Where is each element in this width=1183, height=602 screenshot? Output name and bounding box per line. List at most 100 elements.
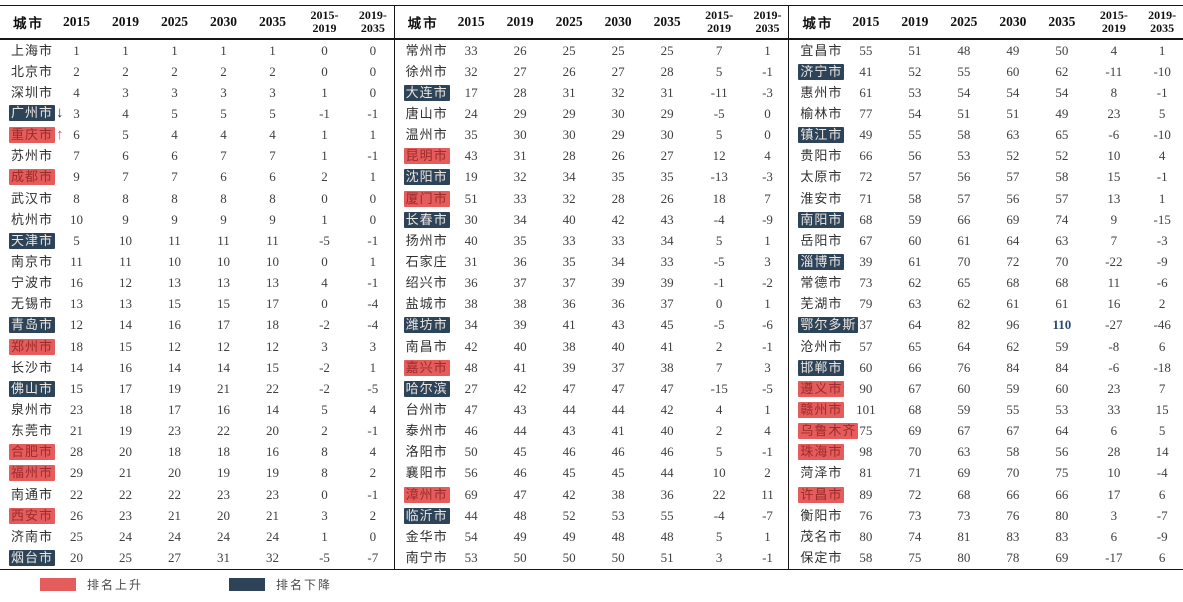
rank-value: 23 — [266, 486, 279, 502]
city-name: 嘉兴市 — [403, 359, 450, 376]
city-cell: 徐州市 — [395, 64, 447, 80]
rank-value: 8 — [269, 190, 276, 206]
rank-value: 35 — [611, 169, 625, 185]
rank-value: 11 — [761, 486, 774, 502]
rank-value: -46 — [1153, 317, 1171, 333]
rank-value: 1 — [1158, 42, 1166, 58]
rank-value: 22 — [119, 486, 132, 502]
rank-value: 22 — [70, 486, 83, 502]
rank-value: 58 — [908, 190, 922, 206]
rank-value: 43 — [611, 317, 625, 333]
city-cell: 济宁市 — [789, 63, 845, 80]
table-row: 重庆市 ↑ 6 5 4 4 4 1 1 — [0, 125, 394, 146]
column-header-city: 城市 — [407, 16, 439, 31]
rank-value: 51 — [464, 190, 478, 206]
rank-value: 15 — [70, 380, 83, 396]
city-name: 盐城市 — [405, 296, 448, 312]
rank-value: 0 — [715, 296, 723, 312]
city-cell: 淄博市 — [789, 253, 845, 270]
column-header-city: 城市 — [802, 16, 834, 31]
rank-value: 11 — [217, 232, 230, 248]
city-name: 济南市 — [11, 528, 54, 544]
rank-value: 9 — [122, 211, 129, 227]
rank-value: 59 — [1006, 380, 1020, 396]
city-cell: 保定市 — [789, 550, 841, 566]
rank-value: 5 — [715, 528, 723, 544]
rank-value: 3 — [220, 84, 227, 100]
city-cell: 宁波市 — [0, 275, 52, 291]
city-cell: 长沙市 — [0, 360, 52, 376]
rank-value: 13 — [119, 296, 132, 312]
rank-value: 25 — [70, 528, 83, 544]
rank-value: 10 — [168, 253, 181, 269]
table-row: 常州市 33 26 25 25 25 7 1 — [395, 40, 789, 61]
rank-value: 28 — [70, 444, 83, 460]
rank-value: 11 — [266, 232, 279, 248]
rank-value: 0 — [764, 105, 771, 121]
city-name: 武汉市 — [11, 190, 54, 206]
table-row: 昆明市 43 31 28 26 27 12 4 — [395, 146, 789, 167]
city-cell: 茂名市 — [789, 529, 841, 545]
rank-value: 70 — [1055, 253, 1069, 269]
column-header: 2015- 2019 — [1099, 7, 1128, 35]
rank-value: 17 — [168, 401, 181, 417]
column-header: 2019- 2035 — [358, 7, 387, 35]
rank-value: 44 — [611, 401, 625, 417]
rank-value: 29 — [611, 127, 625, 143]
rank-value: 20 — [70, 549, 83, 565]
table-row: 烟台市 20 25 27 31 32 -5 -7 — [0, 547, 394, 568]
rank-value: 50 — [611, 549, 625, 565]
rank-value: 23 — [119, 507, 132, 523]
rank-value: 67 — [1006, 423, 1020, 439]
rank-value: 36 — [660, 486, 674, 502]
rank-value: 8 — [171, 190, 178, 206]
rank-value: 18 — [712, 190, 726, 206]
rank-value: -6 — [1108, 127, 1120, 143]
rank-value: 68 — [1055, 275, 1069, 291]
table-row: 天津市 5 10 11 11 11 -5 -1 — [0, 230, 394, 251]
rank-value: -9 — [762, 211, 773, 227]
rank-value: 62 — [1055, 63, 1069, 79]
city-cell: 惠州市 — [789, 85, 841, 101]
rank-value: 4 — [764, 148, 771, 164]
rank-value: 1 — [1158, 190, 1166, 206]
rank-value: 39 — [513, 317, 527, 333]
city-name: 芜湖市 — [800, 296, 843, 312]
rank-value: 59 — [1055, 338, 1069, 354]
rank-value: 46 — [660, 444, 674, 460]
rank-value: 42 — [660, 401, 674, 417]
city-cell: 南通市 — [0, 487, 52, 503]
city-cell: 衡阳市 — [789, 508, 841, 524]
rank-value: 0 — [369, 211, 377, 227]
city-cell: 临沂市 — [395, 507, 450, 524]
city-cell: 许昌市 — [789, 486, 845, 503]
rank-value: -11 — [1105, 63, 1123, 79]
rank-value: -1 — [367, 486, 379, 502]
rank-value: 65 — [908, 338, 922, 354]
rank-value: 4 — [1158, 148, 1166, 164]
city-cell: 济南市 — [0, 529, 52, 545]
rank-down-arrow-icon: ↓ — [56, 105, 64, 122]
table-panel-2: 城市 2015 2019 2025 2030 2035 2015- 2019 2019- 20… — [393, 6, 789, 569]
rank-value: 15 — [266, 359, 279, 375]
table-row: 南宁市 53 50 50 50 51 3 -1 — [395, 547, 789, 568]
rank-value: 8 — [321, 465, 328, 481]
table-row: 菏泽市 81 71 69 70 75 10 -4 — [789, 463, 1183, 484]
rank-value: 58 — [1055, 169, 1069, 185]
rank-value: 58 — [957, 127, 971, 143]
rank-value: 39 — [859, 253, 873, 269]
rank-value: 49 — [513, 528, 527, 544]
rank-value: 76 — [859, 507, 873, 523]
rank-value: 110 — [1052, 317, 1072, 333]
rank-value: 6 — [220, 169, 227, 185]
rank-value: 5 — [122, 127, 129, 143]
city-cell: 广州市 ↓ — [0, 105, 64, 122]
rank-value: 13 — [266, 275, 279, 291]
city-cell: 沈阳市 — [395, 169, 450, 186]
rank-value: 3 — [122, 84, 129, 100]
rank-value: 6 — [269, 169, 276, 185]
rank-value: 71 — [859, 190, 873, 206]
rank-value: 45 — [513, 444, 527, 460]
rank-value: 47 — [611, 380, 625, 396]
rank-value: 5 — [321, 401, 328, 417]
